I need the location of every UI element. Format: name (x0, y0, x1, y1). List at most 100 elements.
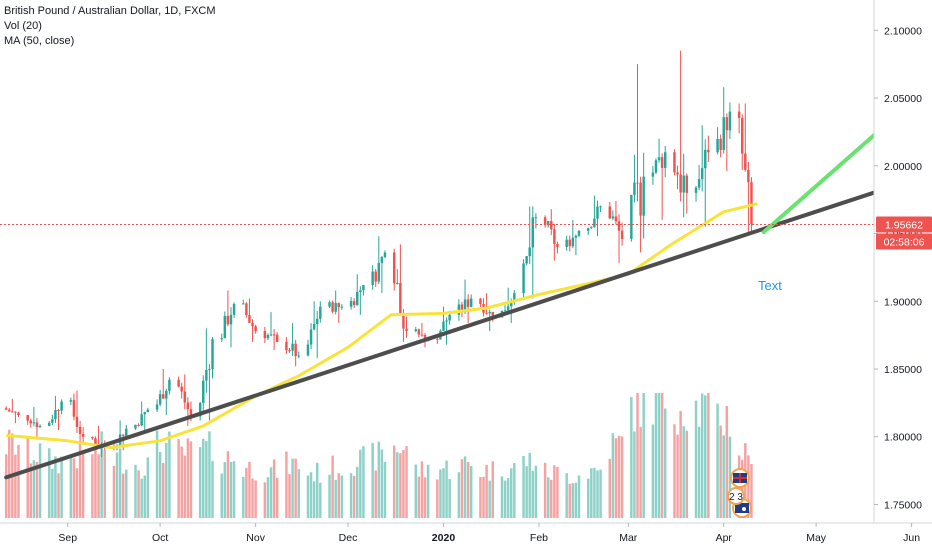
annotation-text[interactable]: Text (758, 278, 782, 293)
candle-body (445, 320, 448, 322)
time-tick-label: Oct (152, 532, 168, 544)
candle-body (676, 172, 679, 175)
volume-bar (315, 462, 319, 518)
time-tick-label: Sep (58, 532, 77, 544)
candle-body (463, 299, 467, 312)
volume-bar (673, 424, 676, 518)
volume-bar (663, 408, 667, 518)
candle-body (91, 436, 94, 439)
candle-body (328, 302, 331, 307)
candle-body (420, 334, 424, 336)
volume-bar (161, 462, 165, 518)
price-tick-label: 2.10000 (884, 25, 922, 37)
candle-body (513, 293, 516, 302)
volume-bar (121, 473, 125, 518)
volume-bar (740, 459, 744, 518)
volume-bar (143, 475, 146, 518)
candle-body (81, 433, 85, 437)
volume-bar (340, 475, 344, 518)
volume-bar (263, 482, 267, 518)
candle-body (568, 239, 571, 247)
candle-body (448, 314, 451, 321)
candle-body (636, 182, 639, 184)
volume-bar (331, 455, 334, 518)
volume-bar (312, 481, 316, 518)
volume-indicator-label[interactable]: Vol (20) (4, 20, 42, 32)
candle-body (565, 239, 568, 248)
countdown-label: 02:58:06 (884, 237, 925, 249)
volume-bar (510, 468, 513, 518)
volume-bar (639, 426, 642, 518)
candle-body (522, 263, 525, 294)
candle-body (11, 411, 14, 413)
event-count-badge[interactable] (727, 487, 745, 505)
volume-bar (297, 469, 300, 518)
volume-bar (103, 450, 106, 518)
volume-bar (35, 461, 39, 518)
candle-body (614, 216, 618, 222)
candle-body (208, 369, 211, 371)
volume-bar (51, 468, 54, 518)
volume-bar (614, 438, 618, 518)
volume-bar (676, 434, 679, 518)
candle-body (620, 230, 624, 239)
candle-body (466, 299, 470, 307)
ma-indicator-label[interactable]: MA (50, close) (4, 35, 75, 47)
countdown-tag (876, 233, 932, 250)
candle-body (737, 111, 741, 118)
symbol-title[interactable]: British Pound / Australian Dollar, 1D, F… (4, 5, 216, 17)
time-tick-label: 2020 (432, 532, 456, 544)
candle-body (134, 424, 137, 429)
volume-bar (685, 430, 689, 518)
time-tick-label: Apr (716, 532, 733, 544)
volume-bar (503, 480, 507, 518)
volume-bar (482, 476, 485, 518)
volume-bar (506, 478, 510, 518)
price-axis-background[interactable] (874, 0, 932, 523)
chart-legend: British Pound / Australian Dollar, 1D, F… (4, 4, 216, 49)
volume-bar (69, 456, 73, 518)
time-axis[interactable]: Sep Oct Nov Dec 2020 Feb Mar Apr May Jun (58, 523, 920, 544)
candle-body (146, 409, 150, 413)
volume-bar (457, 472, 461, 518)
volume-bar (232, 461, 236, 518)
candle-body (168, 379, 171, 391)
candle-body (488, 311, 491, 314)
volume-bar (309, 472, 313, 518)
volume-bar (522, 456, 525, 518)
volume-bar (636, 393, 639, 518)
candle-body (596, 206, 599, 219)
candle-body (556, 243, 559, 248)
candle-body (356, 291, 359, 306)
au-flag-icon-fill (735, 503, 749, 513)
event-markers[interactable]: 2 3 (727, 468, 752, 518)
volume-bar (272, 459, 276, 518)
volume-bar (380, 449, 384, 518)
volume-bar (414, 464, 417, 518)
candle-body (630, 194, 633, 239)
volume-bar (531, 470, 535, 518)
volume-bar (611, 433, 615, 518)
volume-bar (180, 446, 183, 518)
candle-body (285, 341, 288, 351)
volume-bar (337, 473, 341, 518)
volume-bar (420, 461, 424, 518)
candle-body (158, 394, 162, 405)
candle-body (315, 318, 319, 324)
volume-bar (439, 469, 442, 518)
volume-bar (488, 480, 491, 518)
volume-bar (146, 457, 150, 518)
candle-body (642, 176, 645, 216)
volume-bar (134, 464, 137, 518)
volume-bar (525, 466, 528, 518)
volume-bar (565, 473, 568, 518)
candle-body (679, 174, 682, 193)
candle-body (685, 175, 689, 193)
volume-bar (608, 458, 612, 518)
candle-body (399, 282, 402, 314)
volume-bar (48, 448, 51, 518)
candle-body (35, 422, 39, 428)
volume-bar (202, 438, 205, 518)
candle-body (543, 217, 547, 226)
